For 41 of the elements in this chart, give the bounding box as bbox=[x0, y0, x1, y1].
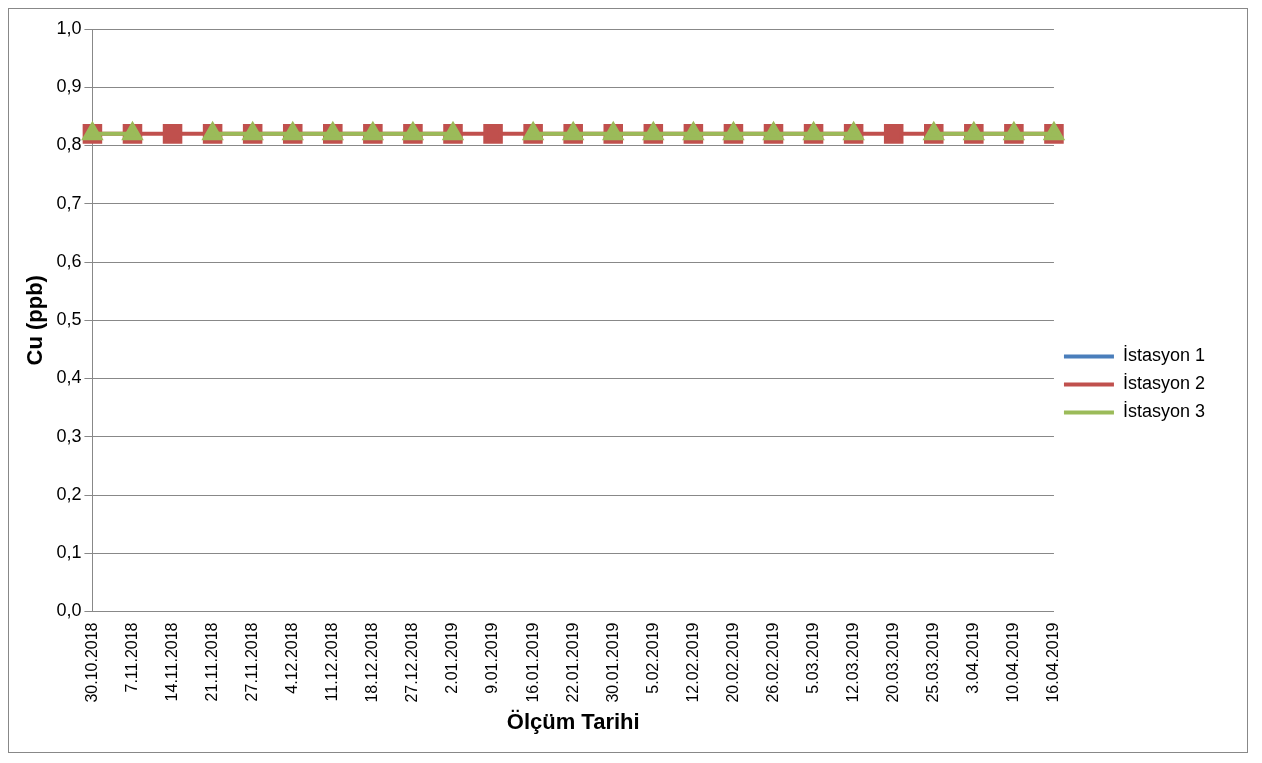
y-axis-title: Cu (ppb) bbox=[22, 275, 48, 366]
x-tick-label: 12.03.2019 bbox=[844, 622, 862, 703]
x-tick-label: 7.11.2018 bbox=[122, 622, 140, 693]
x-tick-label: 27.12.2018 bbox=[403, 622, 421, 703]
x-tick-label: 20.02.2019 bbox=[723, 622, 741, 703]
y-tick-label: 0,3 bbox=[56, 425, 82, 446]
y-tick-label: 0,1 bbox=[56, 542, 82, 563]
x-tick-label: 2.01.2019 bbox=[443, 622, 461, 694]
x-tick-label: 4.12.2018 bbox=[283, 622, 301, 694]
x-tick-label: 22.01.2019 bbox=[563, 622, 581, 703]
legend-label: İstasyon 2 bbox=[1122, 373, 1205, 394]
x-tick-label: 30.01.2019 bbox=[603, 622, 621, 703]
y-tick-label: 0,2 bbox=[56, 483, 82, 504]
y-tick-label: 0,9 bbox=[56, 76, 82, 97]
legend-label: İstasyon 1 bbox=[1122, 345, 1205, 366]
x-tick-label: 27.11.2018 bbox=[243, 622, 261, 702]
x-tick-label: 12.02.2019 bbox=[683, 622, 701, 703]
x-tick-label: 11.12.2018 bbox=[323, 622, 341, 702]
x-tick-label: 10.04.2019 bbox=[1004, 622, 1022, 703]
x-tick-label: 16.04.2019 bbox=[1044, 622, 1062, 703]
x-tick-label: 5.03.2019 bbox=[803, 622, 821, 694]
x-axis-title: Ölçüm Tarihi bbox=[506, 708, 640, 734]
y-tick-label: 0,4 bbox=[56, 367, 82, 388]
legend-label: İstasyon 3 bbox=[1122, 401, 1205, 422]
y-tick-label: 0,7 bbox=[56, 192, 82, 213]
x-tick-label: 25.03.2019 bbox=[924, 622, 942, 703]
x-tick-label: 20.03.2019 bbox=[884, 622, 902, 703]
x-tick-label: 18.12.2018 bbox=[363, 622, 381, 703]
y-tick-label: 0,6 bbox=[56, 250, 82, 271]
x-tick-label: 16.01.2019 bbox=[523, 622, 541, 703]
y-tick-label: 0,0 bbox=[56, 600, 82, 621]
x-tick-label: 9.01.2019 bbox=[483, 622, 501, 694]
x-tick-label: 26.02.2019 bbox=[763, 622, 781, 703]
x-tick-label: 3.04.2019 bbox=[964, 622, 982, 694]
y-tick-label: 0,5 bbox=[56, 309, 82, 330]
y-tick-label: 1,0 bbox=[56, 17, 82, 38]
x-tick-label: 30.10.2018 bbox=[82, 622, 100, 703]
x-tick-label: 5.02.2019 bbox=[643, 622, 661, 694]
x-tick-label: 14.11.2018 bbox=[162, 622, 180, 702]
y-tick-label: 0,8 bbox=[56, 134, 82, 155]
x-tick-label: 21.11.2018 bbox=[203, 622, 221, 702]
